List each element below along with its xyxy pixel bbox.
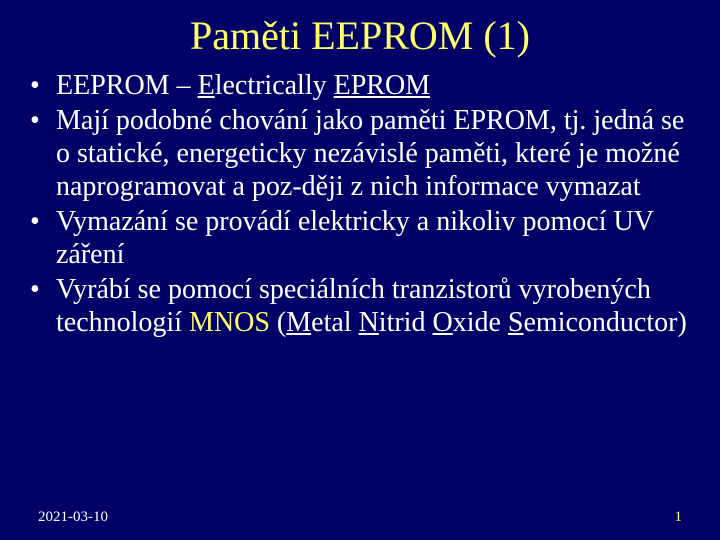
bullet-underline: S [508, 307, 524, 338]
bullet-text: EEPROM – [56, 70, 198, 101]
bullet-item: Mají podobné chování jako paměti EPROM, … [28, 104, 692, 203]
bullet-text: etal [311, 307, 358, 338]
bullet-text: xide [453, 307, 508, 338]
bullet-item: EEPROM – Electrically EPROM [28, 69, 692, 102]
bullet-underline: EPROM [334, 70, 430, 101]
bullet-text: Mají podobné chování jako paměti EPROM, … [56, 105, 684, 202]
bullet-underline: N [359, 307, 379, 338]
bullet-item: Vyrábí se pomocí speciálních tranzistorů… [28, 273, 692, 339]
footer-page-number: 1 [675, 509, 683, 526]
bullet-underline: E [198, 70, 215, 101]
slide: Paměti EEPROM (1) EEPROM – Electrically … [0, 0, 720, 540]
slide-title: Paměti EEPROM (1) [28, 12, 692, 59]
slide-footer: 2021-03-10 1 [0, 509, 720, 526]
bullet-text: Vymazání se provádí elektricky a nikoliv… [56, 206, 653, 270]
footer-date: 2021-03-10 [38, 509, 108, 526]
mnos-acronym: MNOS [189, 307, 270, 338]
bullet-text: itrid [379, 307, 433, 338]
bullet-text: ( [270, 307, 286, 338]
bullet-underline: O [432, 307, 452, 338]
bullet-underline: M [286, 307, 311, 338]
bullet-text: lectrically [215, 70, 334, 101]
bullet-list: EEPROM – Electrically EPROM Mají podobné… [28, 69, 692, 339]
bullet-text: emiconductor) [524, 307, 687, 338]
bullet-item: Vymazání se provádí elektricky a nikoliv… [28, 205, 692, 271]
